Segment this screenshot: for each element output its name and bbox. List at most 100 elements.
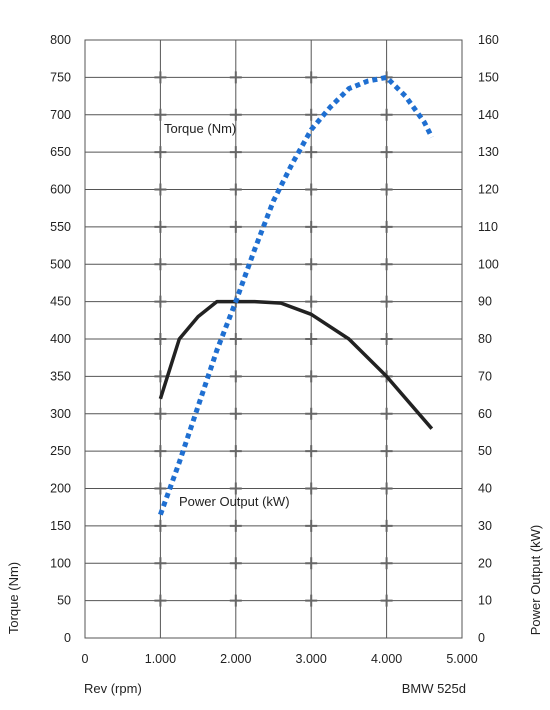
grid-plus-marker	[305, 333, 318, 345]
grid-plus-marker	[229, 407, 242, 420]
grid-plus-marker	[305, 407, 318, 420]
grid-plus-marker	[229, 370, 242, 383]
y-left-tick-label: 50	[57, 594, 71, 608]
grid-plus-marker	[229, 183, 242, 196]
grid-plus-marker	[380, 482, 393, 495]
grid-plus-marker	[229, 557, 242, 570]
footnote: BMW 525d	[402, 681, 466, 696]
grid-plus-marker	[154, 370, 167, 383]
y-left-tick-label: 650	[50, 145, 71, 159]
grid-plus-marker	[154, 333, 167, 345]
grid-plus-marker	[154, 407, 167, 420]
grid-plus-marker	[305, 482, 318, 495]
grid-plus-marker	[305, 295, 318, 308]
y-right-tick-label: 160	[478, 33, 499, 47]
grid-plus-marker	[154, 258, 167, 271]
grid-plus-marker	[229, 258, 242, 271]
grid-plus-marker	[154, 295, 167, 308]
power-output-line	[158, 74, 435, 516]
y-right-tick-label: 100	[478, 257, 499, 271]
grid-plus-marker	[154, 71, 167, 84]
torque-series-label: Torque (Nm)	[164, 121, 236, 136]
grid-plus-marker	[380, 258, 393, 271]
grid-plus-marker	[380, 594, 393, 607]
grid-plus-marker	[305, 519, 318, 532]
tick-labels: 0501001502002503003504004505005506006507…	[50, 33, 499, 666]
grid-plus-marker	[305, 146, 318, 159]
y-left-tick-label: 700	[50, 108, 71, 122]
grid	[84, 39, 463, 639]
y-left-tick-label: 0	[64, 631, 71, 645]
grid-plus-marker	[305, 108, 318, 121]
grid-plus-marker	[229, 482, 242, 495]
grid-plus-marker	[380, 519, 393, 532]
y-right-tick-label: 150	[478, 70, 499, 84]
grid-plus-marker	[305, 370, 318, 383]
grid-plus-marker	[305, 220, 318, 233]
y-left-tick-label: 750	[50, 70, 71, 84]
grid-plus-marker	[154, 482, 167, 495]
grid-plus-marker	[229, 519, 242, 532]
y-right-tick-label: 20	[478, 556, 492, 570]
grid-plus-marker	[154, 220, 167, 233]
grid-plus-marker	[154, 108, 167, 121]
left-axis-title: Torque (Nm)	[6, 562, 21, 634]
y-left-tick-label: 550	[50, 220, 71, 234]
grid-plus-marker	[380, 333, 393, 345]
y-right-tick-label: 90	[478, 295, 492, 309]
y-right-tick-label: 130	[478, 145, 499, 159]
grid-plus-marker	[305, 183, 318, 196]
grid-plus-marker	[229, 220, 242, 233]
y-right-tick-label: 110	[478, 220, 498, 234]
y-left-tick-label: 350	[50, 369, 71, 383]
grid-plus-marker	[380, 295, 393, 308]
grid-plus-marker	[380, 183, 393, 196]
grid-plus-marker	[229, 71, 242, 84]
power-series-label: Power Output (kW)	[179, 494, 290, 509]
grid-plus-marker	[380, 220, 393, 233]
grid-plus-marker	[229, 594, 242, 607]
x-tick-label: 2.000	[220, 652, 251, 666]
y-right-tick-label: 10	[478, 594, 492, 608]
y-left-tick-label: 600	[50, 183, 71, 197]
grid-plus-marker	[154, 445, 167, 458]
grid-plus-marker	[380, 407, 393, 420]
grid-markers	[154, 71, 393, 607]
y-right-tick-label: 70	[478, 369, 492, 383]
y-right-tick-label: 50	[478, 444, 492, 458]
grid-plus-marker	[154, 519, 167, 532]
y-right-tick-label: 0	[478, 631, 485, 645]
y-left-tick-label: 450	[50, 295, 71, 309]
grid-plus-marker	[305, 594, 318, 607]
grid-plus-marker	[229, 108, 242, 121]
x-tick-label: 4.000	[371, 652, 402, 666]
grid-plus-marker	[380, 557, 393, 570]
series	[158, 74, 435, 516]
grid-plus-marker	[154, 594, 167, 607]
grid-plus-marker	[154, 557, 167, 570]
y-right-tick-label: 80	[478, 332, 492, 346]
grid-plus-marker	[154, 146, 167, 159]
x-tick-label: 1.000	[145, 652, 176, 666]
grid-plus-marker	[154, 183, 167, 196]
grid-plus-marker	[380, 445, 393, 458]
y-right-tick-label: 120	[478, 183, 499, 197]
y-right-tick-label: 60	[478, 407, 492, 421]
x-axis-title: Rev (rpm)	[84, 681, 142, 696]
y-left-tick-label: 400	[50, 332, 71, 346]
grid-plus-marker	[229, 146, 242, 159]
grid-plus-marker	[380, 108, 393, 121]
y-right-tick-label: 30	[478, 519, 492, 533]
grid-plus-marker	[305, 445, 318, 458]
y-left-tick-label: 300	[50, 407, 71, 421]
grid-plus-marker	[305, 258, 318, 271]
y-right-tick-label: 140	[478, 108, 499, 122]
x-tick-label: 5.000	[446, 652, 477, 666]
y-left-tick-label: 200	[50, 482, 71, 496]
x-tick-label: 0	[82, 652, 89, 666]
y-left-tick-label: 100	[50, 556, 71, 570]
y-left-tick-label: 150	[50, 519, 71, 533]
grid-plus-marker	[305, 557, 318, 570]
y-left-tick-label: 800	[50, 33, 71, 47]
